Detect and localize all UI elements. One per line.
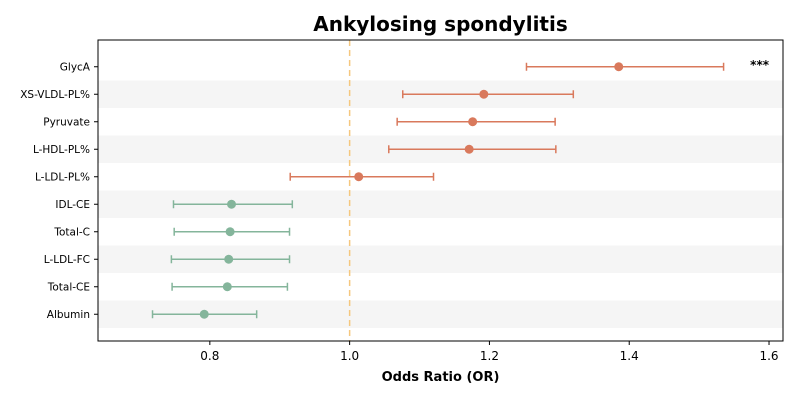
- data-points: [199, 62, 624, 319]
- y-axis: GlycA XS-VLDL-PL% Pyruvate L-HDL-PL% L-LDL-P…: [20, 62, 98, 321]
- y-tick-label: Total-C: [53, 227, 90, 239]
- y-tick-label: GlycA: [60, 62, 91, 74]
- y-tick-label: Pyruvate: [43, 117, 90, 129]
- y-tick-label: L-LDL-PL%: [35, 172, 90, 184]
- x-tick-label: 1.4: [620, 349, 639, 363]
- x-axis-label: Odds Ratio (OR): [382, 370, 500, 385]
- x-tick-label: 1.0: [340, 349, 359, 363]
- point: [479, 89, 489, 99]
- y-tick-label: L-HDL-PL%: [33, 144, 90, 156]
- point: [199, 309, 209, 319]
- x-tick-label: 0.8: [200, 349, 219, 363]
- point: [464, 144, 474, 154]
- y-tick-label: Total-CE: [47, 282, 90, 294]
- y-tick-label: IDL-CE: [55, 199, 90, 211]
- point: [222, 282, 232, 292]
- point: [227, 199, 237, 209]
- x-axis: 0.8 1.0 1.2 1.4 1.6: [200, 341, 779, 363]
- significance-annotation: ***: [750, 58, 770, 72]
- point: [614, 62, 624, 72]
- chart-title: Ankylosing spondylitis: [313, 12, 568, 36]
- x-tick-label: 1.2: [480, 349, 499, 363]
- y-tick-label: XS-VLDL-PL%: [20, 89, 90, 101]
- y-tick-label: Albumin: [47, 309, 90, 321]
- point: [225, 227, 235, 237]
- annotations: ***: [750, 58, 770, 72]
- error-bars: [151, 62, 725, 319]
- point: [354, 172, 364, 182]
- point: [468, 117, 478, 127]
- plot-frame: [97, 39, 784, 342]
- x-tick-label: 1.6: [759, 349, 778, 363]
- y-tick-label: L-LDL-FC: [44, 254, 90, 266]
- point: [224, 254, 234, 264]
